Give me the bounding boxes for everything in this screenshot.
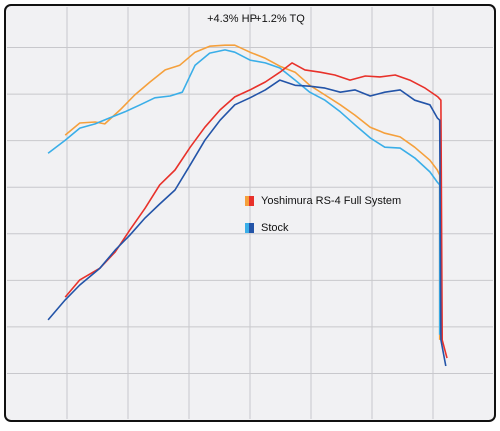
annotation: +1.2% TQ [255,13,305,25]
legend-label: Stock [261,222,289,234]
annotation: +4.3% HP [207,13,257,25]
legend-swatch [245,223,250,233]
lines [47,44,448,367]
legend-swatch [249,223,254,233]
legend: Yoshimura RS-4 Full System Stock [245,195,401,234]
series-line [47,79,447,367]
series-line [64,62,448,359]
series-line [47,49,441,335]
legend-label: Yoshimura RS-4 Full System [261,195,401,207]
grid [7,7,493,419]
series-line [64,44,441,340]
legend-swatch [249,196,254,206]
legend-swatch [245,196,250,206]
